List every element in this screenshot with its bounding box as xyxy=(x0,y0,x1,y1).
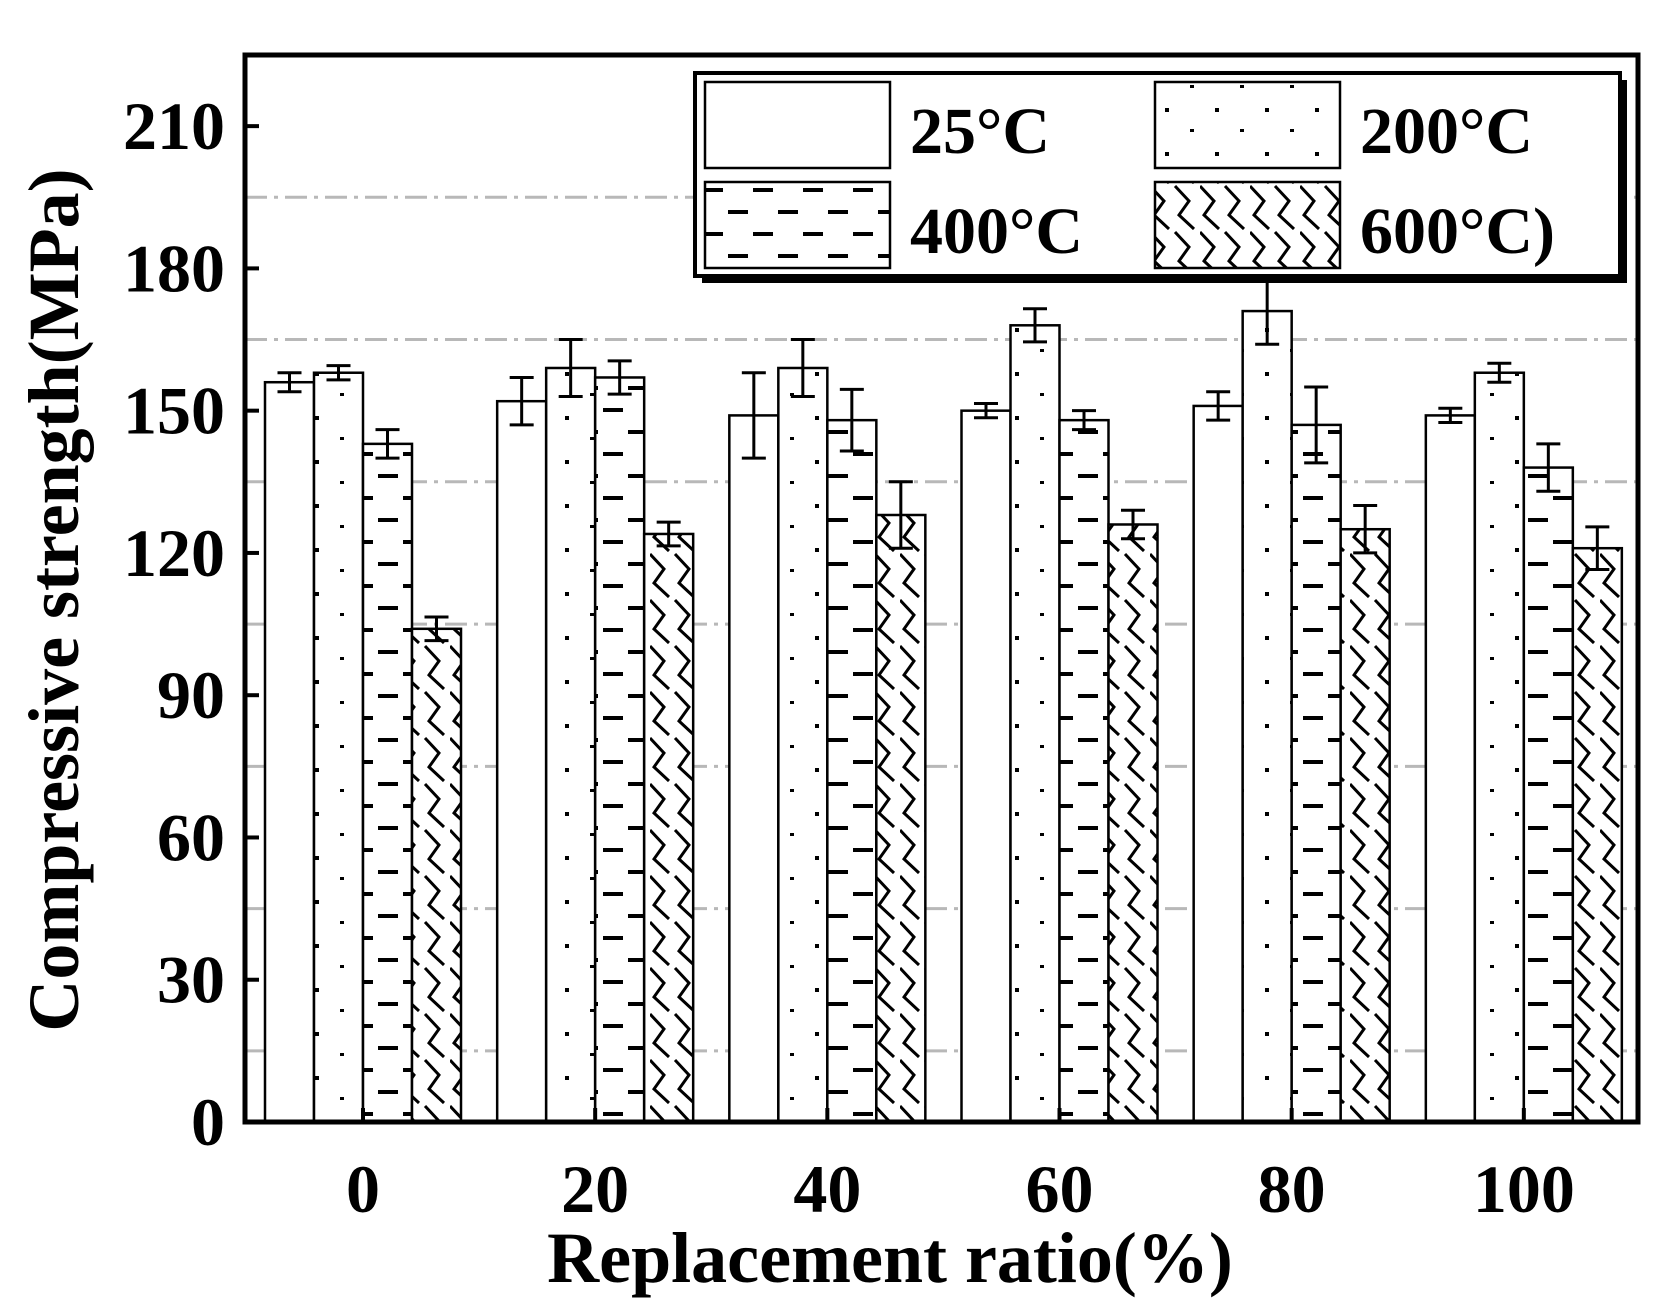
y-tick-label: 210 xyxy=(123,88,225,164)
bar xyxy=(495,399,548,1124)
bar xyxy=(361,442,414,1124)
y-axis-title: Compressive strength(MPa) xyxy=(14,168,94,1031)
x-tick-label: 80 xyxy=(1258,1151,1326,1227)
bar xyxy=(642,532,695,1124)
legend-label: 600°C) xyxy=(1360,195,1555,268)
bar xyxy=(1473,371,1526,1124)
bar xyxy=(1290,423,1342,1124)
plot-frame xyxy=(242,52,1641,1125)
x-axis-title: Replacement ratio(%) xyxy=(547,1218,1233,1298)
bar xyxy=(312,371,365,1124)
y-axis-ticks: 0 30 60 90 120 150 180 210 xyxy=(123,88,259,1160)
y-tick-label: 90 xyxy=(157,657,225,733)
x-tick-label: 0 xyxy=(346,1151,380,1227)
x-tick-label: 100 xyxy=(1473,1151,1575,1227)
y-tick-label: 150 xyxy=(123,373,225,449)
x-tick-label: 40 xyxy=(793,1151,861,1227)
bar xyxy=(826,418,878,1124)
y-tick-label: 180 xyxy=(123,230,225,306)
bar xyxy=(1522,466,1575,1124)
legend-swatch xyxy=(1153,80,1342,170)
bar xyxy=(1241,309,1293,1124)
bar xyxy=(1339,527,1391,1124)
bar xyxy=(1424,414,1477,1124)
y-tick-label: 60 xyxy=(157,799,225,875)
legend-swatch xyxy=(1153,180,1342,270)
bar xyxy=(1192,404,1244,1124)
bar xyxy=(544,366,597,1124)
bar xyxy=(410,627,463,1124)
bar xyxy=(593,376,646,1124)
bars xyxy=(263,276,1624,1124)
legend-label: 400°C xyxy=(910,195,1083,268)
x-tick-label: 60 xyxy=(1026,1151,1094,1227)
x-axis-ticks: 0 20 40 60 80 100 xyxy=(346,1108,1575,1227)
y-tick-label: 0 xyxy=(191,1084,225,1160)
y-tick-label: 120 xyxy=(123,515,225,591)
bar xyxy=(1571,546,1624,1124)
legend: 25°C 200°C 400°C 600°C) xyxy=(693,71,1627,283)
bar xyxy=(960,409,1012,1124)
y-tick-label: 30 xyxy=(157,942,225,1018)
bar xyxy=(728,414,780,1124)
bar xyxy=(263,380,316,1124)
bar xyxy=(1058,418,1110,1124)
bar xyxy=(875,513,927,1124)
x-tick-label: 20 xyxy=(561,1151,629,1227)
legend-swatch xyxy=(703,180,892,270)
legend-swatch xyxy=(703,80,892,170)
bar xyxy=(1009,324,1061,1124)
legend-label: 200°C xyxy=(1360,95,1533,168)
legend-label: 25°C xyxy=(910,95,1050,168)
bar xyxy=(1107,523,1159,1124)
bar xyxy=(777,366,829,1124)
gridlines xyxy=(245,53,1638,1053)
